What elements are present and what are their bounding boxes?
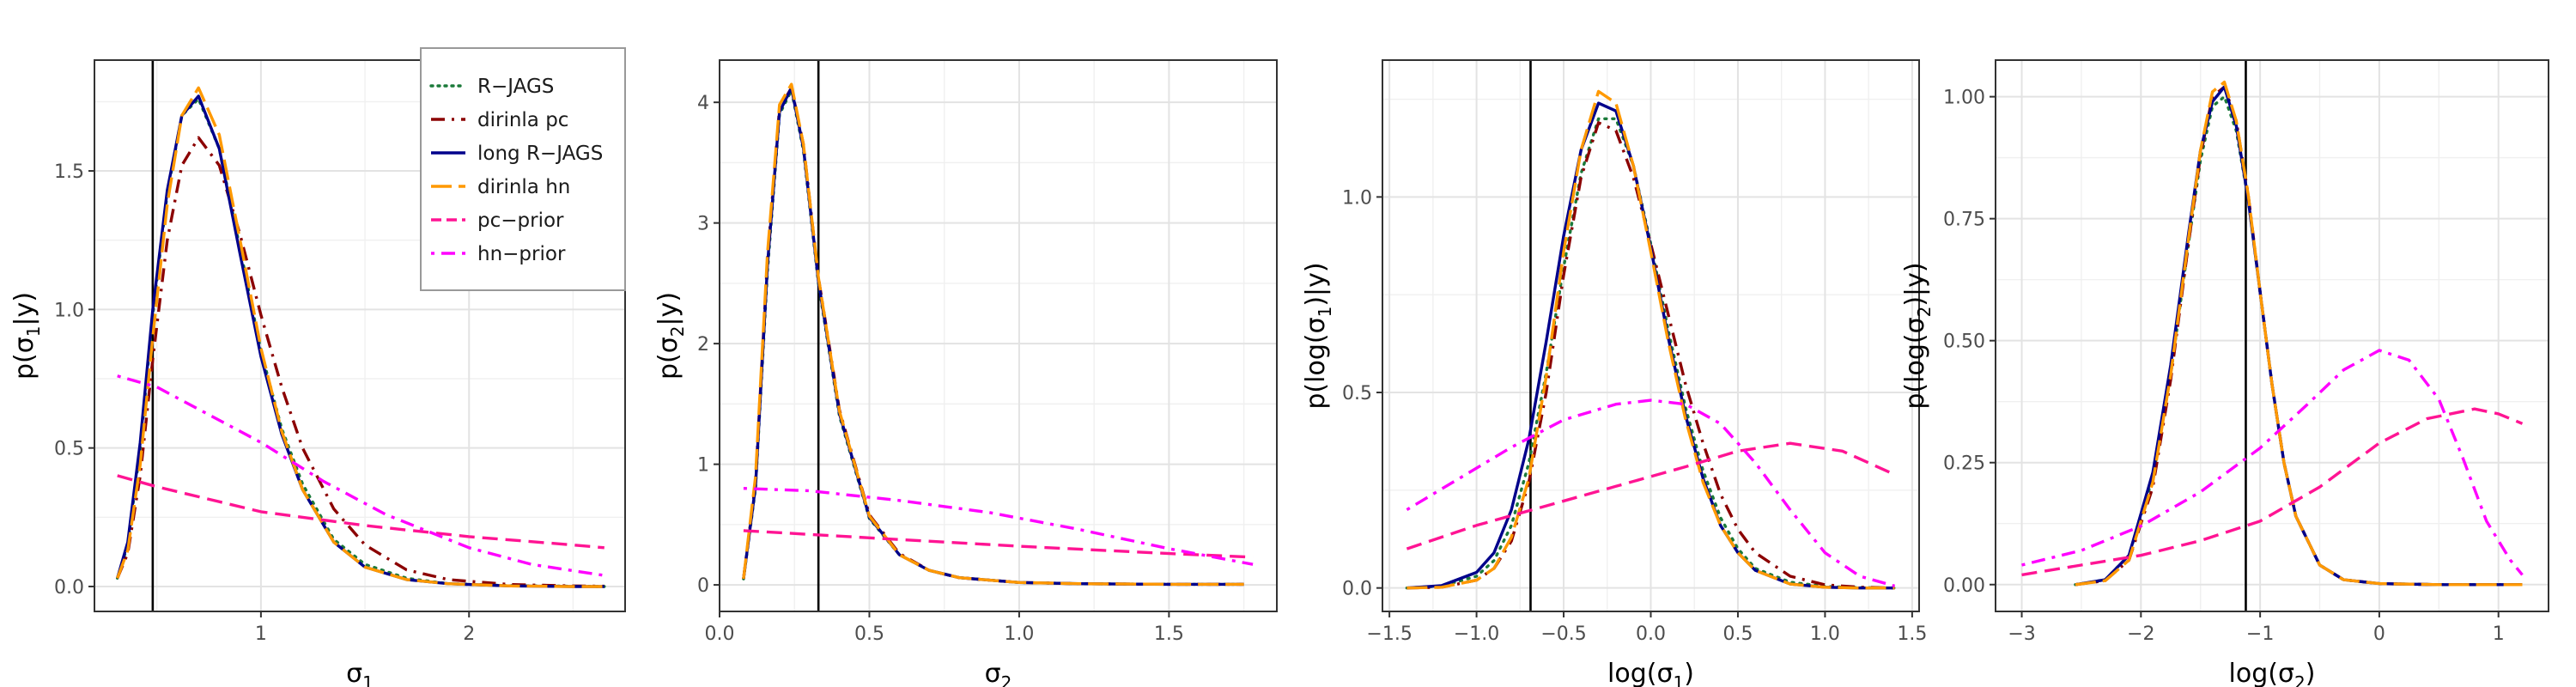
y-tick-label: 0.50: [1943, 331, 1985, 353]
y-tick-label: 4: [697, 93, 709, 114]
plot-background: [1996, 60, 2549, 611]
legend-label-pc_prior: pc−prior: [477, 210, 564, 232]
legend-box: [420, 47, 626, 291]
x-tick-label: 2: [463, 623, 475, 645]
x-tick-label: 1.5: [1897, 623, 1927, 645]
series-line-hn_prior: [2021, 349, 2524, 576]
y-tick-label: 1: [697, 455, 709, 477]
series-line-dirinla_pc: [116, 136, 605, 588]
x-tick-label: −1: [2246, 623, 2274, 645]
panel-3: −1.5 −1.0 −0.5 0.0 0.5 1.0 1.5 0.0 0.5 1.0 log(σ1)…: [1301, 59, 1927, 687]
y-tick-label: 2: [697, 334, 709, 356]
series-line-dirinla_hn: [742, 82, 1244, 587]
y-tick-label: 1.0: [54, 300, 84, 321]
y-tick-label: 1.5: [54, 161, 84, 183]
y-tick-label: 0.00: [1943, 575, 1985, 597]
x-tick-label: 1.0: [1004, 623, 1034, 645]
series-line-dirinla_hn: [1406, 89, 1895, 590]
x-tick-label: −1.5: [1366, 623, 1412, 645]
y-tick-label: 0.0: [54, 577, 84, 599]
series-line-pc_prior: [743, 529, 1254, 559]
x-tick-label: −0.5: [1540, 623, 1586, 645]
panel-border: [719, 59, 1278, 612]
y-axis-title: p(log(σ1)|y): [1301, 262, 1335, 409]
y-tick-label: 3: [697, 214, 709, 235]
series-line-dirinla_hn: [2075, 80, 2523, 587]
legend-label-dirinla_pc: dirinla pc: [477, 109, 568, 131]
y-axis-title: p(σ2|y): [653, 292, 688, 380]
x-tick-label: 1: [255, 623, 267, 645]
x-tick-label: 0.0: [705, 623, 735, 645]
panel-border: [1995, 59, 2549, 612]
legend-label-dirinla_hn: dirinla hn: [477, 176, 570, 198]
x-tick-label: 0.0: [1636, 623, 1666, 645]
x-tick-label: 1: [2493, 623, 2505, 645]
y-tick-label: 0: [697, 575, 709, 597]
x-tick-label: 0: [2373, 623, 2385, 645]
panel-4: −3 −2 −1 0 1 0.00 0.25 0.50 0.75 1.00 log(σ2) p(log…: [1900, 59, 2549, 687]
legend-label-long_rjags: long R−JAGS: [477, 143, 603, 165]
panel-2: 0.0 0.5 1.0 1.5 0 1 2 3 4 σ2 p(σ2|y): [653, 59, 1278, 687]
y-tick-label: 0.5: [1342, 383, 1372, 404]
legend: R−JAGS dirinla pc long R−JAGS dirinla hn pc−…: [420, 47, 626, 291]
series-line-hn_prior: [117, 374, 605, 577]
x-tick-label: −2: [2127, 623, 2154, 645]
x-tick-label: 0.5: [1722, 623, 1753, 645]
x-tick-label: 0.5: [854, 623, 884, 645]
legend-label-hn_prior: hn−prior: [477, 243, 566, 265]
panel-border: [94, 59, 626, 612]
x-tick-label: −1.0: [1454, 623, 1499, 645]
y-tick-label: 0.5: [54, 439, 84, 460]
y-tick-label: 1.0: [1342, 187, 1372, 209]
x-tick-label: −3: [2008, 623, 2035, 645]
y-axis-title: p(σ1|y): [9, 292, 44, 380]
y-axis-title: p(log(σ2)|y): [1900, 262, 1935, 409]
legend-label-rjags: R−JAGS: [477, 76, 554, 98]
x-axis-title: log(σ2): [2229, 659, 2316, 687]
y-tick-label: 0.75: [1943, 210, 1985, 231]
series-line-pc_prior: [1406, 441, 1896, 550]
x-tick-label: 1.5: [1154, 623, 1184, 645]
grid: [1382, 60, 1919, 611]
y-tick-label: 0.25: [1943, 453, 1985, 475]
series-line-pc_prior: [2021, 407, 2524, 577]
series-line-hn_prior: [1406, 398, 1896, 588]
x-axis-title: log(σ1): [1607, 659, 1694, 687]
x-axis-title: σ2: [985, 659, 1012, 687]
y-tick-label: 1.00: [1943, 88, 1985, 109]
series-line-dirinla_hn: [116, 86, 605, 588]
x-axis-title: σ1: [346, 659, 374, 687]
x-tick-label: 1.0: [1810, 623, 1840, 645]
plot-background: [720, 60, 1277, 611]
y-tick-label: 0.0: [1342, 579, 1372, 600]
